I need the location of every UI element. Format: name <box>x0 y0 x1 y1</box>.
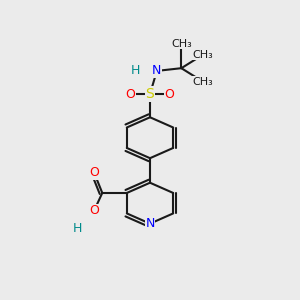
Text: CH₃: CH₃ <box>193 77 214 87</box>
Text: O: O <box>165 88 175 100</box>
Text: CH₃: CH₃ <box>193 50 214 59</box>
Text: N: N <box>152 64 161 77</box>
Text: H: H <box>73 222 82 235</box>
Text: S: S <box>146 87 154 101</box>
Text: N: N <box>145 217 155 230</box>
Text: O: O <box>125 88 135 100</box>
Text: O: O <box>89 204 99 217</box>
Text: CH₃: CH₃ <box>171 39 192 49</box>
Text: H: H <box>130 64 140 77</box>
Text: O: O <box>89 166 99 179</box>
